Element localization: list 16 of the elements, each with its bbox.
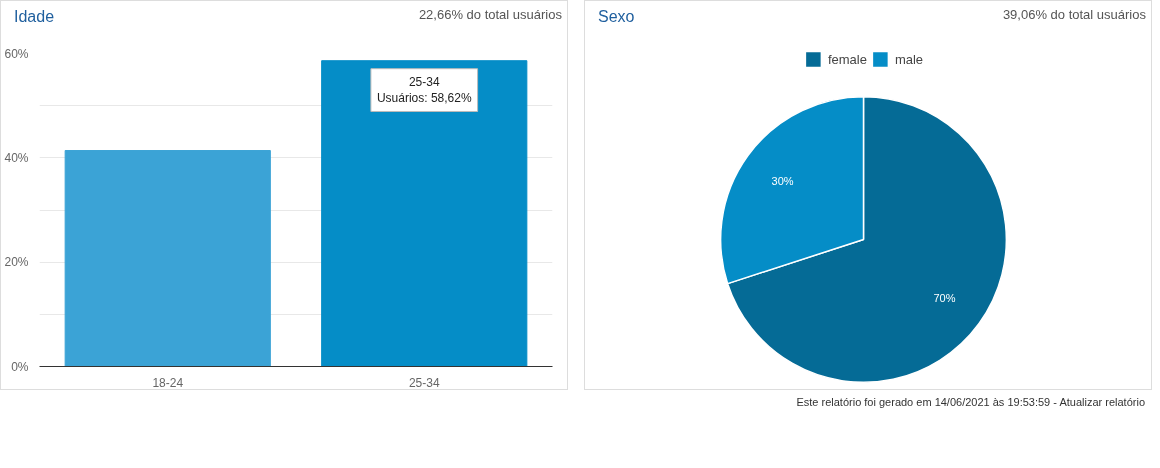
legend-label: male [894,51,924,67]
x-tick-label: 18-24 [152,375,184,390]
chart-title: Sexo [598,7,635,27]
chart-title: Idade [14,7,55,27]
text: Este relatório foi gerado em 14/06/2021 às 19:53:59 - Atualizar relatório [796,395,1145,410]
text: 39,06% do total usuários [1002,6,1146,24]
data-label: 30% [771,174,794,187]
y-tick-label: 0% [11,359,29,374]
y-tick-label: 40% [4,150,29,165]
y-tick-label: 60% [4,46,29,61]
y-tick-label: 20% [4,255,29,270]
x-tick-label: 25-34 [408,375,440,390]
legend-label: female [827,51,867,67]
data-label: 70% [933,292,956,305]
chart-subtitle: 22,66% do total usuários [418,6,562,24]
annotation: 25-34 Usuários: 58,62% [376,74,472,106]
